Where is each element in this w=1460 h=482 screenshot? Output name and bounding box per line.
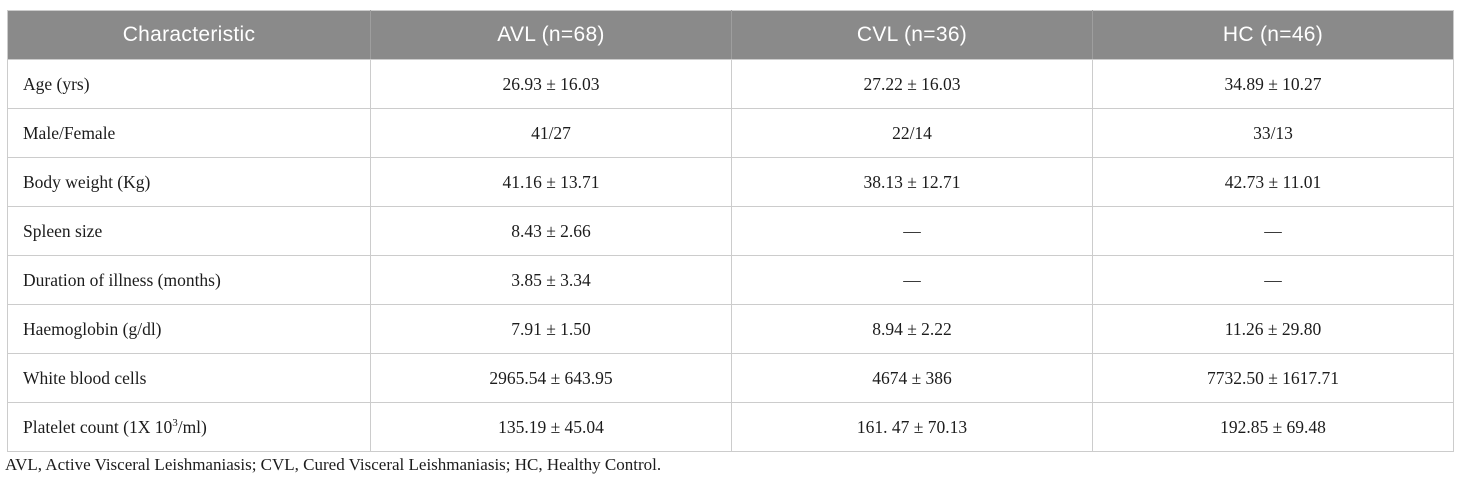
- value-cell: 7732.50 ± 1617.71: [1092, 353, 1454, 403]
- value-cell: 3.85 ± 3.34: [370, 255, 732, 305]
- table-row: Duration of illness (months) 3.85 ± 3.34—…: [7, 255, 1454, 305]
- table-row: Spleen size 8.43 ± 2.66— —: [7, 206, 1454, 256]
- value-cell: 26.93 ± 16.03: [370, 59, 732, 109]
- column-header-characteristic: Characteristic: [7, 10, 371, 60]
- table-row: Male/Female 41/27 22/14 33/13: [7, 108, 1454, 158]
- column-header-cvl: CVL (n=36): [731, 10, 1093, 60]
- table-row: Age (yrs) 26.93 ± 16.03 27.22 ± 16.03 34.89…: [7, 59, 1454, 109]
- value-cell: —: [731, 255, 1093, 305]
- value-cell: —: [1092, 206, 1454, 256]
- value-cell: 8.94 ± 2.22: [731, 304, 1093, 354]
- value-cell: 33/13: [1092, 108, 1454, 158]
- value-cell: 161. 47 ± 70.13: [731, 402, 1093, 452]
- value-cell: 38.13 ± 12.71: [731, 157, 1093, 207]
- value-cell: 8.43 ± 2.66: [370, 206, 732, 256]
- characteristics-table: Characteristic AVL (n=68) CVL (n=36) HC …: [7, 10, 1454, 452]
- value-cell: 4674 ± 386: [731, 353, 1093, 403]
- value-cell: —: [731, 206, 1093, 256]
- value-cell: 11.26 ± 29.80: [1092, 304, 1454, 354]
- column-header-hc: HC (n=46): [1092, 10, 1454, 60]
- column-header-avl: AVL (n=68): [370, 10, 732, 60]
- table-row: Haemoglobin (g/dl) 7.91 ± 1.50 8.94 ± 2.22…: [7, 304, 1454, 354]
- table-body: Age (yrs) 26.93 ± 16.03 27.22 ± 16.03 34.89…: [7, 59, 1454, 452]
- row-label: Male/Female: [7, 108, 371, 158]
- table-footnote: AVL, Active Visceral Leishmaniasis; CVL,…: [5, 455, 662, 474]
- row-label: White blood cells: [7, 353, 371, 403]
- row-label: Body weight (Kg): [7, 157, 371, 207]
- row-label: Platelet count (1X 103/ml): [7, 402, 371, 452]
- value-cell: —: [1092, 255, 1454, 305]
- table-row: Platelet count (1X 103/ml) 135.19 ± 45.04…: [7, 402, 1454, 452]
- value-cell: 192.85 ± 69.48: [1092, 402, 1454, 452]
- row-label: Age (yrs): [7, 59, 371, 109]
- row-label: Spleen size: [7, 206, 371, 256]
- value-cell: 41/27: [370, 108, 732, 158]
- value-cell: 7.91 ± 1.50: [370, 304, 732, 354]
- value-cell: 34.89 ± 10.27: [1092, 59, 1454, 109]
- value-cell: 22/14: [731, 108, 1093, 158]
- value-cell: 41.16 ± 13.71: [370, 157, 732, 207]
- table-header: Characteristic AVL (n=68) CVL (n=36) HC …: [7, 10, 1454, 60]
- value-cell: 42.73 ± 11.01: [1092, 157, 1454, 207]
- table-row: Body weight (Kg) 41.16 ± 13.71 38.13 ± 12.…: [7, 157, 1454, 207]
- value-cell: 27.22 ± 16.03: [731, 59, 1093, 109]
- value-cell: 135.19 ± 45.04: [370, 402, 732, 452]
- row-label: Duration of illness (months): [7, 255, 371, 305]
- table-row: White blood cells 2965.54 ± 643.95 4674 ± …: [7, 353, 1454, 403]
- value-cell: 2965.54 ± 643.95: [370, 353, 732, 403]
- header-row: Characteristic AVL (n=68) CVL (n=36) HC …: [7, 10, 1454, 60]
- row-label: Haemoglobin (g/dl): [7, 304, 371, 354]
